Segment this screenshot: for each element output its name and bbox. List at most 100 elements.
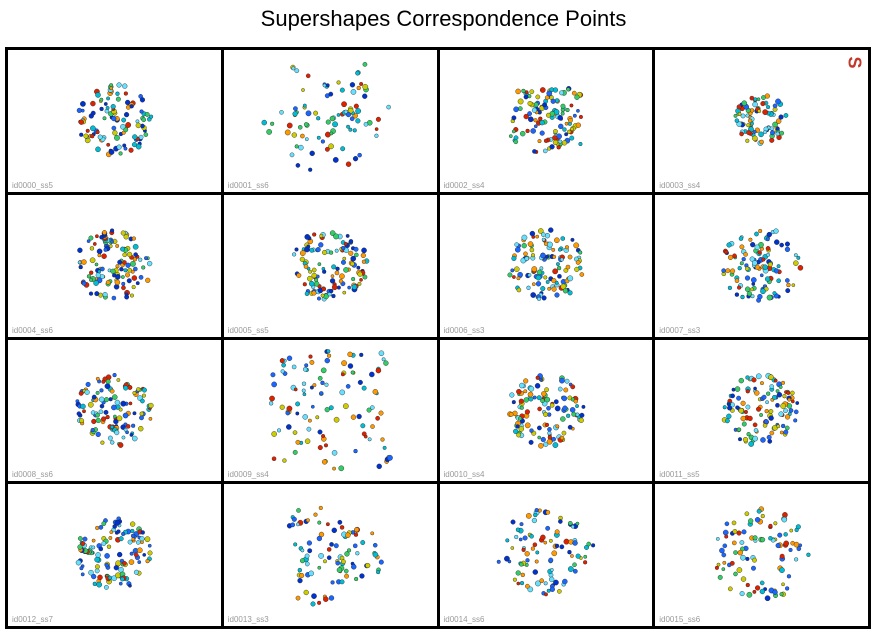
- correspondence-point: [546, 430, 551, 435]
- shape-panel: id0006_ss3: [439, 194, 653, 337]
- correspondence-point: [570, 411, 576, 417]
- shape-panel: id0014_ss6: [439, 484, 653, 626]
- correspondence-point: [524, 256, 529, 261]
- correspondence-point: [743, 251, 749, 257]
- correspondence-point: [737, 265, 743, 271]
- correspondence-point: [130, 521, 136, 528]
- correspondence-point: [774, 378, 778, 383]
- correspondence-point: [328, 288, 334, 293]
- correspondence-point: [546, 286, 551, 291]
- correspondence-point: [123, 112, 130, 118]
- correspondence-point: [336, 113, 341, 117]
- correspondence-point: [757, 109, 762, 114]
- correspondence-point: [574, 412, 579, 417]
- correspondence-point: [772, 394, 778, 400]
- correspondence-point: [316, 536, 322, 542]
- correspondence-point: [741, 256, 747, 262]
- correspondence-point: [766, 105, 771, 110]
- correspondence-point: [739, 244, 745, 250]
- correspondence-point: [123, 267, 128, 273]
- correspondence-point: [778, 114, 784, 120]
- correspondence-point: [730, 561, 735, 566]
- correspondence-point: [563, 132, 568, 137]
- correspondence-point: [370, 531, 374, 536]
- correspondence-point: [284, 129, 291, 136]
- correspondence-point: [530, 546, 535, 551]
- correspondence-point: [524, 558, 530, 563]
- correspondence-point: [139, 97, 146, 103]
- correspondence-point: [520, 88, 526, 94]
- correspondence-point: [129, 432, 134, 437]
- correspondence-point: [114, 134, 120, 141]
- correspondence-point: [338, 464, 344, 471]
- correspondence-point: [733, 550, 738, 556]
- correspondence-point: [775, 402, 780, 408]
- correspondence-point: [306, 244, 310, 249]
- correspondence-point: [289, 152, 295, 158]
- correspondence-point: [773, 228, 779, 234]
- correspondence-point: [374, 133, 379, 138]
- correspondence-point: [80, 541, 86, 547]
- correspondence-point: [541, 295, 547, 301]
- correspondence-point: [562, 267, 568, 273]
- correspondence-point: [353, 103, 359, 109]
- correspondence-point: [531, 149, 537, 154]
- correspondence-point: [116, 82, 122, 88]
- correspondence-point: [525, 285, 531, 290]
- correspondence-point: [783, 532, 789, 537]
- correspondence-point: [567, 566, 574, 573]
- correspondence-point: [301, 381, 306, 386]
- correspondence-point: [736, 567, 743, 574]
- correspondence-point: [323, 442, 328, 447]
- correspondence-point: [304, 137, 309, 142]
- shape-panel: id0010_ss4: [439, 339, 653, 482]
- correspondence-point: [528, 534, 534, 539]
- correspondence-point: [740, 555, 747, 561]
- correspondence-point: [534, 580, 541, 587]
- correspondence-point: [786, 390, 791, 395]
- correspondence-point: [552, 579, 559, 586]
- correspondence-point: [536, 435, 541, 439]
- correspondence-point: [739, 131, 745, 137]
- correspondence-point: [509, 268, 514, 273]
- correspondence-point: [557, 123, 563, 130]
- correspondence-point: [760, 537, 766, 543]
- correspondence-point: [740, 400, 746, 406]
- correspondence-point: [124, 292, 129, 296]
- correspondence-point: [532, 542, 537, 548]
- correspondence-point: [297, 144, 304, 151]
- correspondence-point: [504, 538, 509, 543]
- correspondence-point: [521, 234, 527, 241]
- correspondence-point: [300, 548, 305, 553]
- correspondence-point: [760, 288, 766, 294]
- correspondence-point: [548, 539, 553, 543]
- correspondence-point: [127, 384, 133, 390]
- correspondence-point: [515, 388, 521, 394]
- correspondence-point: [96, 582, 103, 588]
- correspondence-point: [762, 109, 769, 116]
- correspondence-point: [531, 107, 537, 113]
- correspondence-point: [316, 296, 321, 301]
- correspondence-point: [768, 261, 773, 267]
- correspondence-point: [300, 88, 305, 92]
- correspondence-point: [786, 282, 791, 287]
- correspondence-point: [108, 396, 113, 401]
- correspondence-point: [299, 133, 305, 139]
- correspondence-point: [102, 229, 107, 235]
- correspondence-point: [738, 407, 745, 413]
- correspondence-point: [571, 540, 578, 546]
- correspondence-point: [745, 113, 750, 118]
- correspondence-point: [556, 265, 561, 271]
- correspondence-point: [139, 411, 144, 416]
- correspondence-point: [271, 455, 277, 461]
- correspondence-point: [549, 402, 554, 408]
- correspondence-point: [97, 574, 103, 581]
- correspondence-point: [342, 256, 346, 261]
- correspondence-point: [121, 281, 126, 286]
- panel-label: id0008_ss6: [12, 470, 53, 480]
- correspondence-point: [112, 372, 117, 377]
- correspondence-point: [560, 236, 565, 241]
- correspondence-point: [746, 130, 752, 136]
- correspondence-point: [131, 142, 137, 148]
- correspondence-point: [360, 252, 366, 258]
